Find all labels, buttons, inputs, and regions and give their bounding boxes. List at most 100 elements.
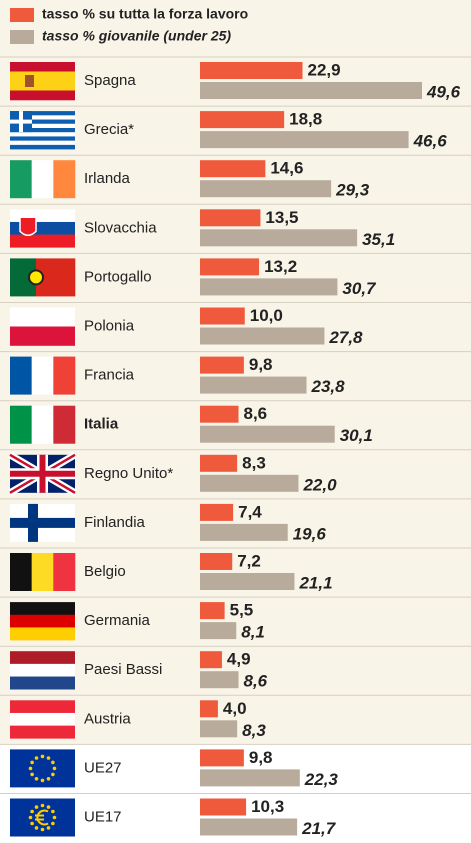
bar — [200, 474, 299, 492]
category-label: Grecia* — [84, 121, 134, 138]
category-label: Portogallo — [84, 268, 152, 285]
value-label: 4,0 — [223, 699, 247, 718]
flag-emblem — [19, 216, 37, 237]
value-label: 29,3 — [335, 181, 370, 200]
flag-stripe — [10, 602, 75, 616]
category-label: Finlandia — [84, 514, 146, 531]
flag-star — [40, 827, 45, 832]
value-label: 14,6 — [270, 159, 303, 178]
flag — [8, 451, 77, 496]
flag-star — [52, 815, 57, 820]
value-label: 35,1 — [362, 230, 395, 249]
flag-stripe — [10, 712, 75, 726]
flag-stripe — [10, 71, 75, 91]
category-label: UE17 — [84, 808, 122, 825]
category-label: Austria — [84, 710, 131, 727]
category-label: Regno Unito* — [84, 465, 173, 482]
value-label: 23,8 — [311, 377, 346, 396]
legend-label: tasso % su tutta la forza lavoro — [42, 6, 248, 22]
bar — [200, 209, 261, 227]
value-label: 10,3 — [251, 797, 284, 816]
flag-cross — [28, 503, 38, 542]
flag-cross — [10, 517, 75, 528]
value-label: 8,3 — [242, 453, 266, 472]
flag-stripe — [10, 127, 75, 133]
value-label: 22,3 — [304, 770, 339, 789]
flag-stripe — [10, 326, 75, 346]
flag-stripe — [10, 115, 75, 120]
legend-label: tasso % giovanile (under 25) — [42, 28, 231, 44]
value-label: 30,1 — [340, 426, 373, 445]
bar — [200, 671, 239, 689]
value-label: 8,6 — [243, 672, 267, 691]
bar — [200, 749, 244, 767]
flag-stripe — [10, 700, 75, 714]
value-label: 7,2 — [237, 551, 261, 570]
bar — [200, 62, 303, 79]
flag — [10, 258, 76, 297]
flag-star — [34, 826, 39, 830]
flag-star — [40, 778, 45, 783]
flag-star — [30, 760, 34, 765]
flag-stripe — [10, 140, 75, 146]
value-label: 13,2 — [264, 257, 297, 276]
category-label: Spagna — [84, 72, 136, 89]
flag-star — [52, 766, 57, 771]
flag — [10, 111, 75, 150]
flag-star — [46, 826, 51, 830]
bar — [200, 258, 260, 276]
bar — [200, 769, 300, 787]
flag-star — [34, 776, 39, 781]
flag — [10, 160, 76, 199]
flag-stripe — [10, 123, 75, 129]
bar — [200, 503, 234, 521]
bar — [200, 229, 358, 247]
flag-stripe — [10, 111, 75, 116]
value-label: 4,9 — [227, 650, 251, 669]
flag-star — [28, 815, 33, 820]
flag-stripe — [10, 614, 75, 628]
flag-cross — [19, 111, 23, 133]
flag-star — [40, 754, 45, 759]
flag-star — [40, 803, 45, 808]
bar — [200, 553, 233, 570]
flag-stripe — [10, 90, 75, 101]
value-label: 21,1 — [298, 573, 332, 592]
flag-stripe — [10, 663, 75, 677]
flag-star — [30, 821, 34, 826]
bar — [200, 82, 422, 99]
category-label: UE27 — [84, 759, 122, 776]
category-label: Slovacchia — [84, 219, 157, 236]
category-label: Polonia — [84, 317, 135, 334]
bar — [200, 160, 266, 178]
flag-star — [51, 821, 55, 826]
bar — [200, 818, 298, 836]
category-label: Paesi Bassi — [84, 661, 162, 678]
flag-stripe — [10, 651, 75, 665]
flag-stripe — [53, 405, 76, 444]
flag — [10, 651, 75, 690]
flag-emblem — [25, 75, 34, 87]
bar — [200, 425, 335, 443]
value-label: 46,6 — [413, 132, 448, 151]
bar — [200, 278, 338, 296]
bar — [200, 700, 218, 718]
bar — [200, 111, 285, 129]
category-label: Belgio — [84, 563, 126, 580]
bar — [200, 523, 288, 541]
category-label: Francia — [84, 367, 135, 384]
flag-stripe — [10, 132, 75, 137]
value-label: 22,0 — [302, 475, 337, 494]
bar — [200, 622, 237, 640]
flag — [10, 798, 75, 837]
flag-stripe — [10, 356, 32, 395]
flag — [10, 209, 75, 248]
bar — [200, 131, 409, 149]
value-label: 22,9 — [307, 60, 340, 79]
flag-star — [30, 809, 34, 814]
value-label: 5,5 — [230, 601, 254, 620]
flag-emblem — [28, 269, 44, 286]
flag-emblem — [35, 809, 49, 826]
value-label: 30,7 — [342, 279, 377, 298]
